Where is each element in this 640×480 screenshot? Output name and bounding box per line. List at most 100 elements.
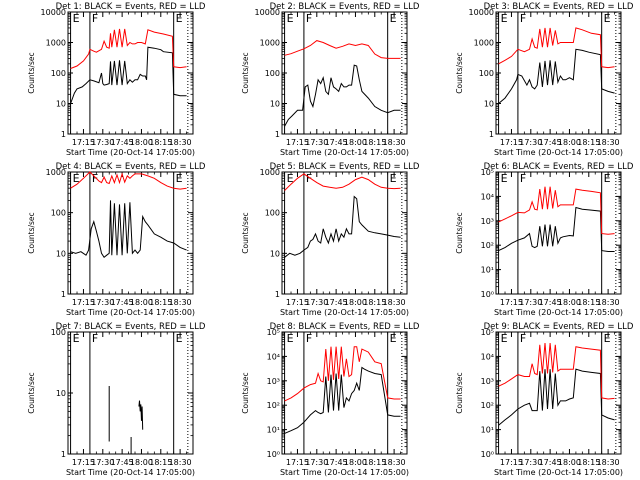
time-marker-label: E: [176, 332, 183, 345]
series-line-lld: [498, 186, 615, 235]
series-line-events: [284, 64, 401, 127]
y-tick-label: 1000: [474, 39, 494, 48]
time-marker-label: F: [92, 332, 98, 345]
y-tick-label: 10²: [481, 241, 494, 250]
x-tick-label: 17:15: [72, 458, 95, 467]
x-tick-label: 17:45: [539, 138, 562, 147]
x-tick-label: 17:15: [500, 138, 523, 147]
x-tick-label: 17:45: [539, 298, 562, 307]
panel-det-1: Det 1: BLACK = Events, RED = LLD 1 10 100 10…: [27, 2, 206, 157]
x-tick-label: 17:45: [325, 138, 348, 147]
time-marker-label: E: [176, 172, 183, 185]
panel-title: Det 3: BLACK = Events, RED = LLD: [484, 2, 634, 12]
plot-frame: [281, 171, 408, 295]
y-tick-label: 10⁰: [481, 450, 494, 459]
y-tick-label: 1000: [46, 39, 66, 48]
x-tick-label: 18:00: [558, 298, 581, 307]
y-tick-label: 1: [275, 290, 280, 299]
series-line-lld: [70, 171, 187, 190]
series-line-lld: [284, 173, 401, 191]
time-marker-label: F: [92, 12, 98, 25]
plot-frame: [495, 11, 622, 135]
time-marker-label: E: [604, 332, 611, 345]
y-tick-label: 10: [270, 100, 280, 109]
x-tick-label: 18:15: [577, 458, 600, 467]
x-tick-label: 18:30: [383, 138, 406, 147]
panel-title: Det 8: BLACK = Events, RED = LLD: [270, 322, 420, 332]
y-tick-label: 10⁴: [481, 192, 494, 201]
x-tick-label: 18:15: [149, 458, 172, 467]
y-tick-label: 10⁵: [267, 328, 280, 337]
y-axis-label: Counts/sec: [27, 52, 36, 93]
x-tick-label: 17:45: [539, 458, 562, 467]
panel-title: Det 2: BLACK = Events, RED = LLD: [270, 2, 420, 12]
y-tick-label: 100: [51, 69, 66, 78]
y-tick-label: 10³: [481, 217, 494, 226]
x-axis-label: Start Time (20-Oct-14 17:05:00): [280, 148, 409, 157]
x-tick-label: 18:15: [363, 458, 386, 467]
x-axis-label: Start Time (20-Oct-14 17:05:00): [66, 308, 195, 317]
x-tick-label: 18:15: [577, 138, 600, 147]
x-tick-label: 18:15: [363, 298, 386, 307]
x-tick-label: 17:15: [286, 298, 309, 307]
y-tick-label: 100: [51, 328, 66, 337]
y-tick-label: 1: [489, 130, 494, 139]
x-tick-label: 18:30: [383, 298, 406, 307]
x-axis-label: Start Time (20-Oct-14 17:05:00): [494, 308, 623, 317]
time-marker-label: F: [306, 12, 312, 25]
time-marker-label: E: [390, 12, 397, 25]
series-line-lld: [498, 27, 615, 69]
x-tick-label: 17:15: [286, 138, 309, 147]
x-tick-label: 18:00: [558, 138, 581, 147]
y-axis-label: Counts/sec: [455, 52, 464, 93]
panel-det-9: Det 9: BLACK = Events, RED = LLD 10⁰ 10¹ 10…: [455, 322, 634, 477]
x-tick-label: 17:30: [519, 138, 542, 147]
panel-title: Det 9: BLACK = Events, RED = LLD: [484, 322, 634, 332]
time-marker-label: F: [520, 172, 526, 185]
panel-det-7: Det 7: BLACK = Events, RED = LLD 1 10 100 Co…: [27, 322, 206, 477]
y-axis-label: Counts/sec: [241, 52, 250, 93]
series-line-events: [498, 48, 615, 104]
series-line-events: [498, 368, 615, 426]
x-tick-label: 17:45: [325, 298, 348, 307]
y-tick-label: 1000: [46, 168, 66, 177]
y-tick-label: 1: [61, 290, 66, 299]
series-line-events: [498, 206, 615, 252]
x-tick-label: 18:30: [597, 138, 620, 147]
y-tick-label: 10000: [41, 8, 66, 17]
x-tick-label: 17:45: [325, 458, 348, 467]
time-marker-label: F: [92, 172, 98, 185]
y-tick-label: 10⁵: [481, 328, 494, 337]
x-tick-label: 18:00: [130, 458, 153, 467]
panel-title: Det 7: BLACK = Events, RED = LLD: [56, 322, 206, 332]
y-tick-label: 10⁴: [481, 352, 494, 361]
time-marker-label: E: [501, 172, 508, 185]
time-marker-label: F: [306, 172, 312, 185]
x-tick-label: 17:45: [111, 138, 134, 147]
x-tick-label: 17:45: [111, 458, 134, 467]
panel-det-8: Det 8: BLACK = Events, RED = LLD 10⁰ 10¹ 10…: [241, 322, 420, 477]
y-tick-label: 100: [265, 209, 280, 218]
x-tick-label: 18:15: [149, 138, 172, 147]
x-tick-label: 18:30: [383, 458, 406, 467]
y-tick-label: 1: [275, 130, 280, 139]
time-marker-label: F: [520, 12, 526, 25]
x-tick-label: 17:30: [305, 298, 328, 307]
y-tick-label: 100: [479, 69, 494, 78]
y-tick-label: 10⁵: [481, 168, 494, 177]
y-tick-label: 10000: [255, 8, 280, 17]
time-marker-label: E: [287, 332, 294, 345]
plot-frame: [495, 331, 622, 455]
y-tick-label: 100: [265, 69, 280, 78]
x-axis-label: Start Time (20-Oct-14 17:05:00): [280, 308, 409, 317]
x-tick-label: 17:30: [91, 298, 114, 307]
x-tick-label: 17:30: [519, 298, 542, 307]
x-axis-label: Start Time (20-Oct-14 17:05:00): [66, 148, 195, 157]
x-tick-label: 17:30: [91, 138, 114, 147]
y-tick-label: 10: [56, 389, 66, 398]
series-line-lld: [284, 40, 401, 59]
x-tick-label: 18:15: [149, 298, 172, 307]
time-marker-label: E: [73, 172, 80, 185]
y-tick-label: 10¹: [481, 426, 494, 435]
